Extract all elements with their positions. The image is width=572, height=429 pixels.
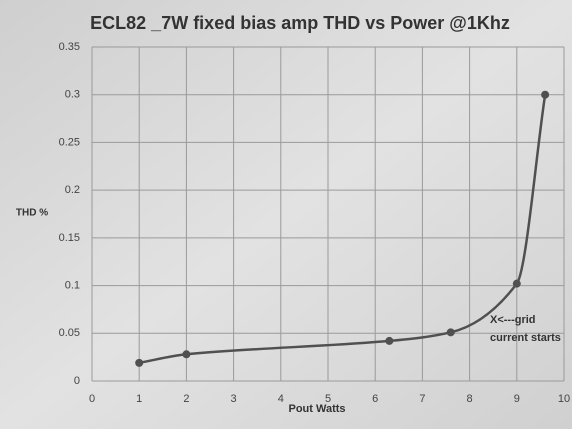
x-tick-label: 6 <box>372 393 378 405</box>
x-tick-label: 10 <box>558 393 570 405</box>
y-tick-label: 0.25 <box>59 136 80 148</box>
x-axis-label: Pout Watts <box>288 403 345 415</box>
x-tick-label: 1 <box>136 393 142 405</box>
y-tick-label: 0.3 <box>65 89 80 101</box>
point <box>135 358 144 367</box>
x-tick-label: 0 <box>89 393 95 405</box>
x-tick-label: 4 <box>278 393 284 405</box>
y-tick-label: 0.05 <box>59 327 80 339</box>
y-tick-label: 0.15 <box>59 232 80 244</box>
point <box>541 90 550 99</box>
x-tick-label: 2 <box>183 393 189 405</box>
x-tick-label: 8 <box>467 393 473 405</box>
y-tick-label: 0.1 <box>65 279 80 291</box>
y-tick-label: 0.35 <box>59 41 80 53</box>
y-tick-label: 0.2 <box>65 184 80 196</box>
annotation: X<---grid <box>490 314 536 326</box>
point <box>512 279 521 288</box>
y-axis-label: THD % <box>16 208 48 219</box>
chart-title: ECL82 _7W fixed bias amp THD vs Power @1… <box>90 13 510 33</box>
point <box>385 336 394 345</box>
y-tick-label: 0 <box>74 375 80 387</box>
point <box>446 328 455 337</box>
x-tick-label: 9 <box>514 393 520 405</box>
x-tick-label: 7 <box>419 393 425 405</box>
point <box>182 350 191 359</box>
annotation: current starts <box>490 332 561 344</box>
x-tick-label: 5 <box>325 393 331 405</box>
x-tick-label: 3 <box>231 393 237 405</box>
